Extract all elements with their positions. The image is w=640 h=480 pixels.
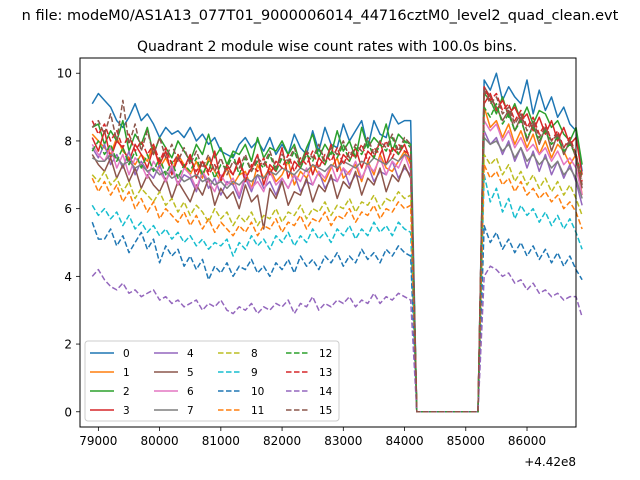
legend-label-4: 4 — [187, 348, 194, 360]
chart-title: Quadrant 2 module wise count rates with … — [137, 39, 517, 55]
legend-label-6: 6 — [187, 386, 194, 398]
legend-label-10: 10 — [251, 386, 264, 398]
y-tick-label: 6 — [64, 202, 72, 216]
series-line-12 — [91, 102, 583, 413]
axes-frame — [79, 57, 577, 428]
legend-label-13: 13 — [319, 367, 332, 379]
y-tick-label: 4 — [64, 270, 72, 284]
y-tick-label: 10 — [57, 67, 72, 81]
series-line-8 — [91, 153, 583, 413]
legend-label-12: 12 — [319, 348, 332, 360]
x-tick-label: 80000 — [141, 434, 179, 448]
legend-label-0: 0 — [123, 348, 130, 360]
y-tick-label: 8 — [64, 134, 72, 148]
figure-title: n file: modeM0/AS1A13_077T01_9000006014_… — [22, 8, 619, 24]
plot-area — [91, 72, 583, 413]
series-line-11 — [91, 163, 583, 413]
series-line-9 — [91, 174, 583, 413]
x-offset-label: +4.42e8 — [524, 455, 576, 469]
legend-label-14: 14 — [319, 386, 333, 398]
legend-label-8: 8 — [251, 348, 258, 360]
legend-label-5: 5 — [187, 367, 194, 379]
legend-label-7: 7 — [187, 405, 194, 417]
x-axis: 79000 80000 81000 82000 83000 84000 85000 86000 — [79, 427, 546, 448]
legend-label-3: 3 — [123, 405, 130, 417]
x-tick-label: 81000 — [202, 434, 240, 448]
legend-box — [84, 340, 340, 422]
legend-label-9: 9 — [251, 367, 258, 379]
series-line-13 — [91, 86, 583, 413]
legend-label-1: 1 — [123, 367, 130, 379]
x-tick-label: 85000 — [447, 434, 485, 448]
series-line-10 — [91, 221, 583, 413]
series-line-6 — [91, 119, 583, 413]
x-tick-label: 83000 — [324, 434, 362, 448]
x-tick-label: 86000 — [508, 434, 546, 448]
y-tick-label: 2 — [64, 338, 72, 352]
x-tick-label: 82000 — [263, 434, 301, 448]
series-line-15 — [91, 89, 583, 413]
x-tick-label: 79000 — [79, 434, 117, 448]
legend-label-15: 15 — [319, 405, 332, 417]
y-axis: 0 2 4 6 8 10 — [57, 67, 80, 419]
y-tick-label: 0 — [64, 405, 72, 419]
legend-label-2: 2 — [123, 386, 130, 398]
legend-label-11: 11 — [251, 405, 264, 417]
x-tick-label: 84000 — [385, 434, 423, 448]
series-line-7 — [91, 136, 583, 413]
